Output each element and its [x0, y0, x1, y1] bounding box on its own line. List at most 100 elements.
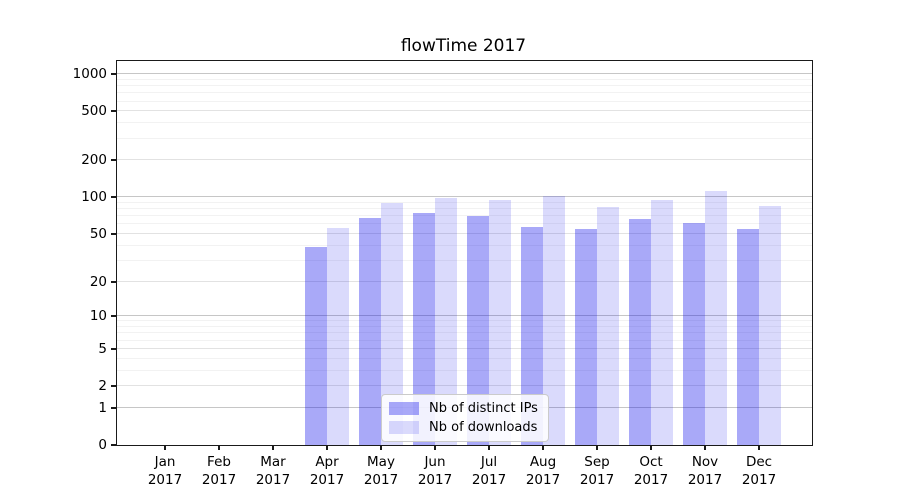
y-tick-10: [111, 315, 117, 318]
x-tick-feb: [218, 445, 220, 450]
x-tick-label-apr: Apr 2017: [285, 453, 369, 489]
x-tick-month: Jan: [154, 454, 176, 470]
x-tick-month: Sep: [584, 454, 610, 470]
bar-downloads-dec: [759, 206, 781, 445]
gridline-y-800: [117, 85, 812, 87]
x-tick-label-jul: Jul 2017: [447, 453, 531, 489]
y-tick-0: [111, 444, 117, 446]
x-tick-month: Feb: [207, 454, 231, 470]
bar-distinct-ips-sep: [575, 229, 597, 445]
legend-swatch-downloads: [389, 421, 419, 434]
x-tick-month: Oct: [639, 454, 663, 470]
y-tick-label-0: 0: [98, 437, 107, 453]
gridline-y-10: [117, 315, 812, 317]
gridline-y-3: [117, 369, 812, 371]
y-tick-label-2: 2: [98, 378, 107, 395]
x-tick-sep: [596, 445, 598, 450]
legend-label-downloads: Nb of downloads: [429, 420, 538, 435]
plot-area: Nb of distinct IPs Nb of downloads 0 1 2 5 1…: [73, 60, 813, 488]
x-tick-label-nov: Nov 2017: [663, 453, 747, 489]
x-tick-jul: [488, 445, 490, 450]
y-tick-50: [111, 233, 117, 236]
x-tick-jan: [164, 445, 166, 450]
x-tick-month: Mar: [260, 454, 286, 470]
gridline-y-30: [117, 259, 812, 261]
x-tick-year: 2017: [309, 472, 345, 488]
gridline-y-50: [117, 233, 812, 235]
gridline-y-1000: [117, 73, 812, 75]
x-tick-nov: [704, 445, 706, 450]
gridline-y-500: [117, 110, 812, 112]
gridline-y-80: [117, 208, 812, 210]
bar-downloads-aug: [543, 195, 565, 445]
legend-swatch-distinct-ips: [389, 402, 419, 415]
gridline-y-8: [117, 326, 812, 328]
gridline-y-4: [117, 357, 812, 359]
x-tick-label-may: May 2017: [339, 453, 423, 489]
gridline-y-20: [117, 280, 812, 282]
y-tick-label-500: 500: [81, 103, 107, 120]
gridline-y-700: [117, 92, 812, 94]
gridline-y-6: [117, 339, 812, 341]
x-tick-jun: [434, 445, 436, 450]
y-tick-200: [111, 159, 117, 162]
legend-entry-distinct-ips: Nb of distinct IPs: [389, 399, 538, 418]
x-tick-year: 2017: [471, 472, 507, 488]
x-tick-month: Nov: [691, 454, 719, 470]
x-tick-label-mar: Mar 2017: [231, 453, 315, 489]
bar-downloads-jun: [435, 197, 457, 445]
x-tick-may: [380, 445, 382, 450]
y-tick-label-20: 20: [89, 273, 107, 290]
x-tick-year: 2017: [363, 472, 399, 488]
gridline-y-60: [117, 223, 812, 225]
gridline-y-900: [117, 78, 812, 80]
y-tick-500: [111, 110, 117, 113]
x-tick-aug: [542, 445, 544, 450]
y-tick-label-50: 50: [89, 226, 107, 243]
bar-distinct-ips-oct: [629, 219, 651, 445]
x-tick-label-jan: Jan 2017: [123, 453, 207, 489]
bar-distinct-ips-may: [359, 217, 381, 445]
x-tick-label-jun: Jun 2017: [393, 453, 477, 489]
y-tick-label-100: 100: [81, 189, 107, 206]
gridline-y-7: [117, 332, 812, 334]
gridline-y-90: [117, 201, 812, 203]
bar-distinct-ips-apr: [305, 247, 327, 445]
x-tick-month: Jun: [424, 454, 446, 470]
y-tick-label-1: 1: [98, 399, 107, 416]
x-tick-apr: [326, 445, 328, 450]
x-tick-label-feb: Feb 2017: [177, 453, 261, 489]
y-tick-2: [111, 385, 117, 388]
x-tick-year: 2017: [579, 472, 615, 488]
bar-distinct-ips-dec: [737, 229, 759, 445]
gridline-y-100: [117, 196, 812, 198]
y-tick-5: [111, 347, 117, 350]
gridline-y-200: [117, 159, 812, 161]
gridline-y-9: [117, 320, 812, 322]
y-tick-1000: [111, 73, 117, 76]
gridline-y-40: [117, 244, 812, 246]
chart-title: flowTime 2017: [400, 36, 527, 56]
x-tick-year: 2017: [201, 472, 237, 488]
x-tick-oct: [650, 445, 652, 450]
x-tick-label-sep: Sep 2017: [555, 453, 639, 489]
x-tick-year: 2017: [255, 472, 291, 488]
y-tick-1: [111, 406, 117, 409]
x-tick-dec: [758, 445, 760, 450]
bar-downloads-apr: [327, 228, 349, 445]
gridline-y-70: [117, 215, 812, 217]
x-tick-year: 2017: [147, 472, 183, 488]
y-tick-label-10: 10: [89, 308, 107, 325]
x-tick-year: 2017: [417, 472, 453, 488]
x-tick-label-aug: Aug 2017: [501, 453, 585, 489]
bar-downloads-may: [381, 202, 403, 445]
y-tick-100: [111, 196, 117, 199]
bar-downloads-sep: [597, 207, 619, 445]
gridline-y-600: [117, 100, 812, 102]
x-tick-label-dec: Dec 2017: [717, 453, 801, 489]
bar-downloads-oct: [651, 200, 673, 445]
y-tick-20: [111, 280, 117, 283]
y-tick-label-200: 200: [81, 152, 107, 169]
x-tick-month: May: [367, 454, 395, 470]
x-tick-mar: [272, 445, 274, 450]
